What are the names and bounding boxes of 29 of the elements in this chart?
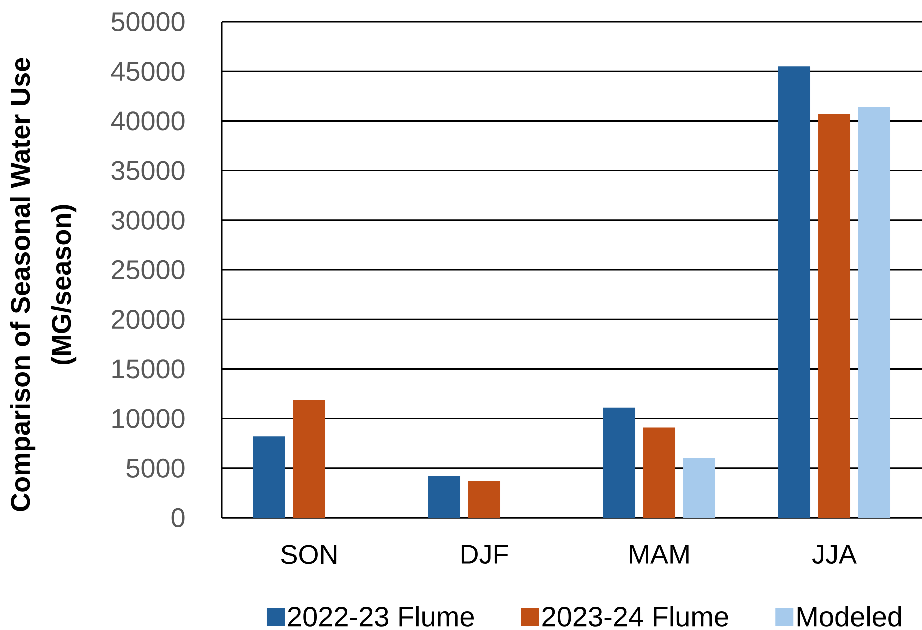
x-tick-label: DJF	[462, 545, 508, 564]
bar	[468, 481, 501, 518]
x-tick-label: MAM	[630, 545, 689, 564]
y-tick-label: 45000	[111, 62, 185, 82]
y-tick-label: 0	[172, 508, 185, 528]
x-tick-label: JJA	[812, 545, 857, 564]
bar	[604, 408, 636, 518]
bar	[818, 114, 851, 518]
y-tick-label: 20000	[112, 310, 185, 330]
y-tick-label: 50000	[112, 12, 185, 32]
bar	[684, 458, 716, 518]
y-axis-title: Comparison of Seasonal Water Use (MG/season)	[10, 58, 77, 512]
bar	[644, 428, 676, 518]
y-tick-label: 10000	[112, 409, 185, 428]
bar	[858, 107, 891, 518]
legend-label: 2022-23 Flume	[288, 606, 474, 627]
bar	[778, 66, 811, 518]
bar	[428, 476, 461, 518]
y-tick-label: 15000	[112, 360, 185, 379]
y-tick-label: 25000	[112, 260, 185, 280]
y-tick-label: 5000	[126, 458, 185, 478]
bar	[254, 436, 286, 518]
legend-label: 2023-24 Flume	[542, 606, 728, 627]
y-tick-label: 35000	[112, 161, 185, 180]
bar	[294, 400, 326, 518]
x-tick-label: SON	[281, 545, 337, 564]
legend-label: Modeled	[798, 606, 902, 627]
y-tick-label: 30000	[112, 210, 185, 230]
y-tick-label: 40000	[111, 112, 185, 131]
